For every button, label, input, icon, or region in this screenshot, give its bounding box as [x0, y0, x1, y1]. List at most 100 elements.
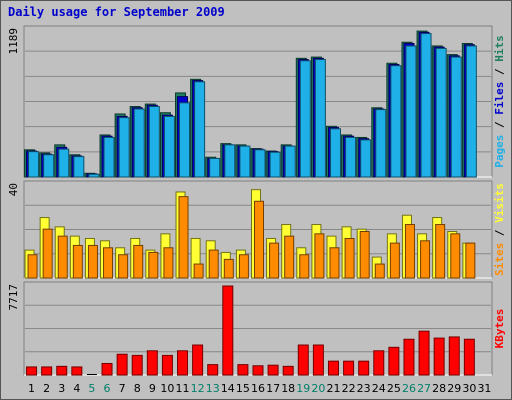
bar-sites [42, 228, 53, 279]
x-tick-label: 26 [402, 382, 416, 395]
bar-pages [254, 149, 266, 178]
legend-label-segment: Visits [493, 183, 506, 223]
legend-label-segment: Files [493, 82, 506, 115]
x-tick-label: 9 [149, 382, 156, 395]
bar-sites [284, 235, 295, 279]
panel-hits-files-pages: 1189 Pages / Files / Hits [7, 25, 506, 178]
bar-sites [178, 196, 189, 279]
legend-label: Sites / Visits [493, 183, 506, 276]
bar-pages [314, 59, 326, 178]
bar-sites [163, 247, 174, 279]
x-tick-label: 7 [119, 382, 126, 395]
x-tick-label: 20 [311, 382, 325, 395]
bar-kbytes [327, 360, 339, 376]
x-tick-label: 3 [58, 382, 65, 395]
bar-pages [390, 65, 402, 178]
x-tick-label: 15 [236, 382, 250, 395]
bar-sites [329, 247, 340, 279]
bar-sites [72, 244, 83, 279]
bar-pages [43, 154, 55, 178]
bar-kbytes [267, 364, 279, 376]
panel-kbytes: 7717 KBytes [7, 281, 506, 376]
bar-pages [450, 56, 462, 178]
bar-kbytes [252, 365, 264, 376]
bar-pages [465, 45, 477, 178]
bar-kbytes [116, 353, 128, 376]
bar-pages [224, 144, 236, 178]
bar-sites [374, 263, 385, 279]
bar-kbytes [71, 366, 83, 376]
bar-pages [239, 145, 251, 178]
y-max-label: 40 [7, 183, 20, 196]
bar-sites [344, 237, 355, 279]
bar-sites [314, 233, 325, 279]
x-tick-label: 1 [28, 382, 35, 395]
bar-sites [208, 249, 219, 279]
y-max-label: 1189 [7, 28, 20, 55]
bar-pages [284, 145, 296, 178]
legend-label-segment: / [493, 115, 506, 135]
bar-pages [375, 109, 387, 178]
bar-pages [405, 45, 417, 178]
bar-pages [163, 115, 175, 178]
bar-kbytes [26, 366, 38, 376]
bar-kbytes [131, 354, 143, 376]
bar-kbytes [161, 354, 173, 376]
bar-pages [73, 156, 85, 178]
bar-sites [435, 224, 446, 279]
bar-kbytes [418, 330, 430, 376]
bar-sites [238, 254, 249, 279]
bar-pages [133, 108, 145, 178]
bar-pages [345, 136, 357, 178]
legend-label: Pages / Files / Hits [493, 35, 506, 168]
bar-kbytes [177, 350, 189, 376]
x-tick-label: 23 [357, 382, 371, 395]
bar-kbytes [463, 338, 475, 376]
x-tick-label: 16 [251, 382, 265, 395]
bar-sites [103, 247, 114, 279]
bar-sites [450, 233, 461, 279]
bar-sites [27, 254, 38, 279]
legend-label-segment: Sites [493, 243, 506, 276]
legend-label-segment: / [493, 62, 506, 82]
legend-label-segment: / [493, 223, 506, 243]
bar-pages [209, 157, 221, 178]
x-tick-label: 24 [372, 382, 386, 395]
bar-sites [223, 258, 234, 279]
bar-kbytes [297, 344, 309, 376]
bar-sites [299, 254, 310, 279]
bar-pages [435, 47, 447, 178]
bar-kbytes [41, 366, 53, 376]
bar-sites [133, 244, 144, 279]
x-tick-label: 28 [432, 382, 446, 395]
legend-label: KBytes [493, 309, 506, 349]
bar-pages [58, 148, 70, 178]
bar-pages [28, 151, 40, 178]
bar-sites [193, 263, 204, 279]
bar-kbytes [192, 344, 204, 376]
x-tick-label: 12 [191, 382, 205, 395]
bar-pages [299, 60, 311, 178]
chart-title: Daily usage for September 2009 [8, 5, 225, 19]
bar-pages [194, 81, 206, 178]
x-tick-label: 25 [387, 382, 401, 395]
x-tick-label: 30 [462, 382, 476, 395]
bar-kbytes [388, 346, 400, 376]
bar-kbytes [56, 365, 68, 376]
panel-visits-sites: 40 Sites / Visits [7, 180, 506, 279]
bar-sites [404, 224, 415, 279]
x-tick-label: 2 [43, 382, 50, 395]
x-tick-label: 18 [281, 382, 295, 395]
x-tick-label: 10 [160, 382, 174, 395]
bar-kbytes [237, 364, 249, 376]
y-max-label: 7717 [7, 284, 20, 311]
x-tick-label: 29 [447, 382, 461, 395]
bar-sites [269, 242, 280, 279]
bar-kbytes [448, 336, 460, 376]
legend-label-segment: Hits [493, 35, 506, 62]
bar-pages [103, 136, 115, 178]
bar-kbytes [312, 344, 324, 376]
bar-sites [389, 242, 400, 279]
bar-sites [118, 254, 129, 279]
